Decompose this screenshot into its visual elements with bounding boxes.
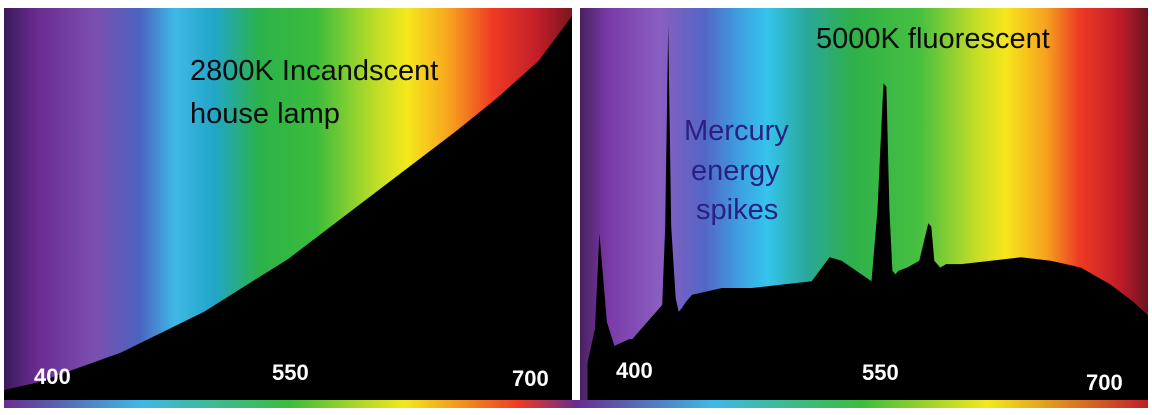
chart-title: 5000K fluorescent [816, 23, 1050, 55]
x-tick-label-550: 550 [862, 360, 899, 385]
spectrum-strip [4, 400, 1148, 408]
spectrum-strip-fill [4, 400, 1148, 408]
annotation-line-1: Mercury [684, 115, 789, 147]
incandescent-spectrum-chart: 2800K Incandscent house lamp 400 550 700 [4, 8, 572, 408]
incandescent-spectrum-area [4, 16, 572, 408]
x-tick-label-700: 700 [512, 366, 549, 391]
incandescent-spectrum-panel: 2800K Incandscent house lamp 400 550 700 [4, 8, 572, 408]
fluorescent-spectrum-area [587, 25, 1148, 408]
annotation-line-3: spikes [696, 194, 778, 226]
x-tick-label-700: 700 [1086, 370, 1123, 395]
chart-title-line-1: 2800K Incandscent [190, 55, 438, 87]
annotation-line-2: energy [691, 155, 780, 187]
fluorescent-spectrum-panel: 5000K fluorescent Mercury energy spikes … [580, 8, 1148, 408]
x-tick-label-550: 550 [272, 360, 309, 385]
x-tick-label-400: 400 [34, 364, 71, 389]
fluorescent-spectrum-chart: 5000K fluorescent Mercury energy spikes … [580, 8, 1148, 408]
x-tick-label-400: 400 [616, 358, 653, 383]
chart-title-line-2: house lamp [190, 98, 340, 130]
